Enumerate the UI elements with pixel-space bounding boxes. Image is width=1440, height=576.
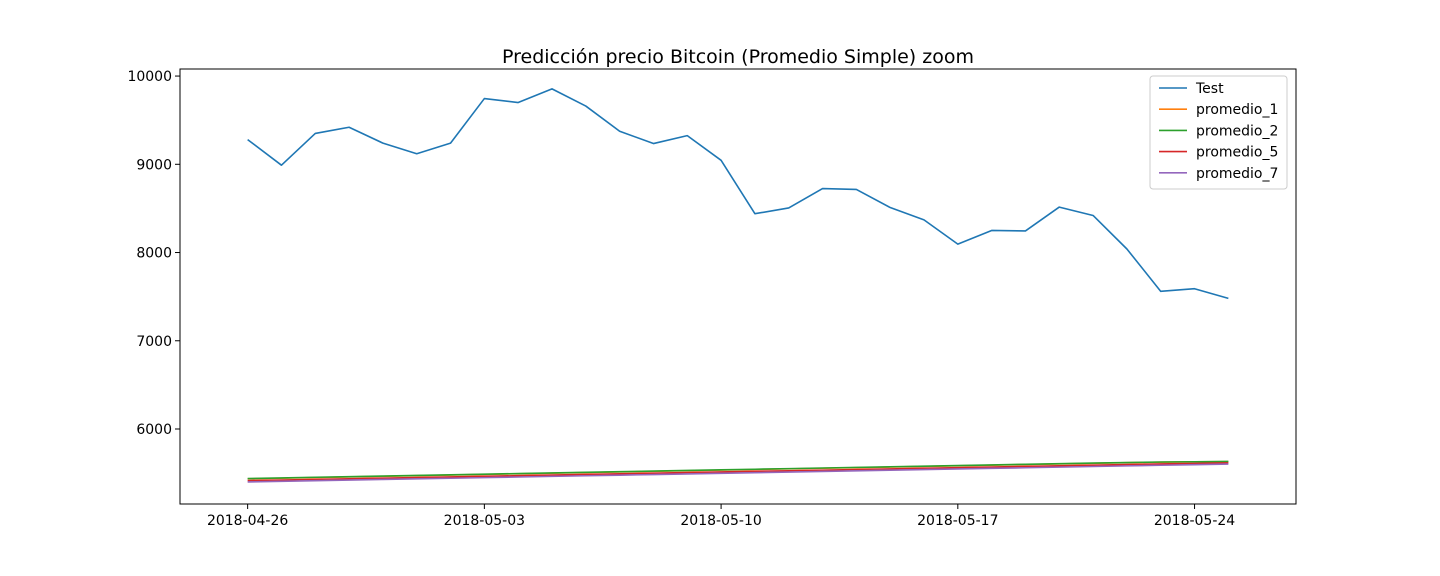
- x-tick-label: 2018-05-10: [680, 513, 761, 529]
- y-tick-label: 10000: [127, 69, 172, 85]
- legend-box: [1149, 75, 1288, 190]
- series-line-promedio-2: [247, 460, 1229, 480]
- y-tick-label: 8000: [136, 246, 172, 262]
- legend-label: promedio_5: [1196, 145, 1278, 161]
- x-tick-label: 2018-05-03: [444, 513, 525, 529]
- y-tick-label: 7000: [136, 334, 172, 350]
- legend-label: Test: [1195, 81, 1224, 97]
- y-tick-label: 6000: [136, 422, 172, 438]
- plot-frame: [179, 68, 1297, 505]
- axes: 6000 7000 8000 9000 10000 2018-04-26 2018-05-0…: [127, 68, 1297, 529]
- legend-label: promedio_2: [1196, 123, 1278, 139]
- series-line-test: [247, 88, 1229, 300]
- series-line-promedio-7: [247, 463, 1229, 483]
- y-tick-label: 9000: [136, 157, 172, 173]
- x-tick-label: 2018-05-17: [917, 513, 998, 529]
- chart-title: Predicción precio Bitcoin (Promedio Simp…: [502, 46, 974, 68]
- series-line-promedio-5: [247, 462, 1229, 482]
- legend: Test promedio_1 promedio_2 promedio_5promed…: [1149, 75, 1288, 190]
- x-tick-label: 2018-05-24: [1154, 513, 1235, 529]
- plot-area: [247, 88, 1229, 483]
- legend-label: promedio_1: [1196, 102, 1278, 118]
- legend-label: promedio_7: [1196, 166, 1278, 182]
- x-tick-label: 2018-04-26: [207, 513, 288, 529]
